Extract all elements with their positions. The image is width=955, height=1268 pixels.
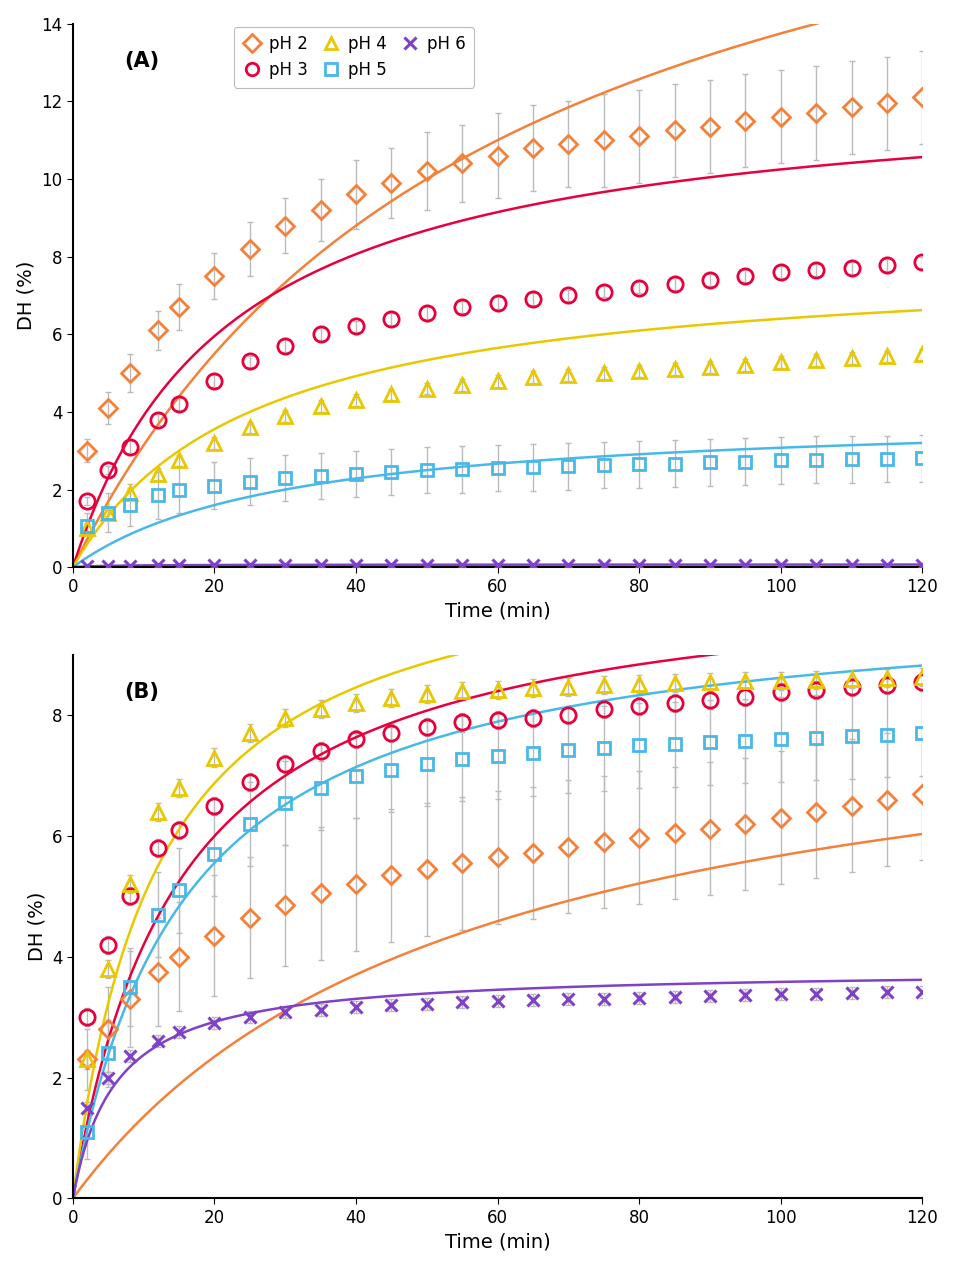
Text: (A): (A)	[124, 51, 159, 71]
Y-axis label: DH (%): DH (%)	[28, 891, 46, 961]
Text: (B): (B)	[124, 682, 159, 702]
Y-axis label: DH (%): DH (%)	[16, 261, 35, 330]
X-axis label: Time (min): Time (min)	[445, 1232, 550, 1252]
X-axis label: Time (min): Time (min)	[445, 601, 550, 620]
Legend: pH 2, pH 3, pH 4, pH 5, pH 6: pH 2, pH 3, pH 4, pH 5, pH 6	[234, 27, 474, 87]
